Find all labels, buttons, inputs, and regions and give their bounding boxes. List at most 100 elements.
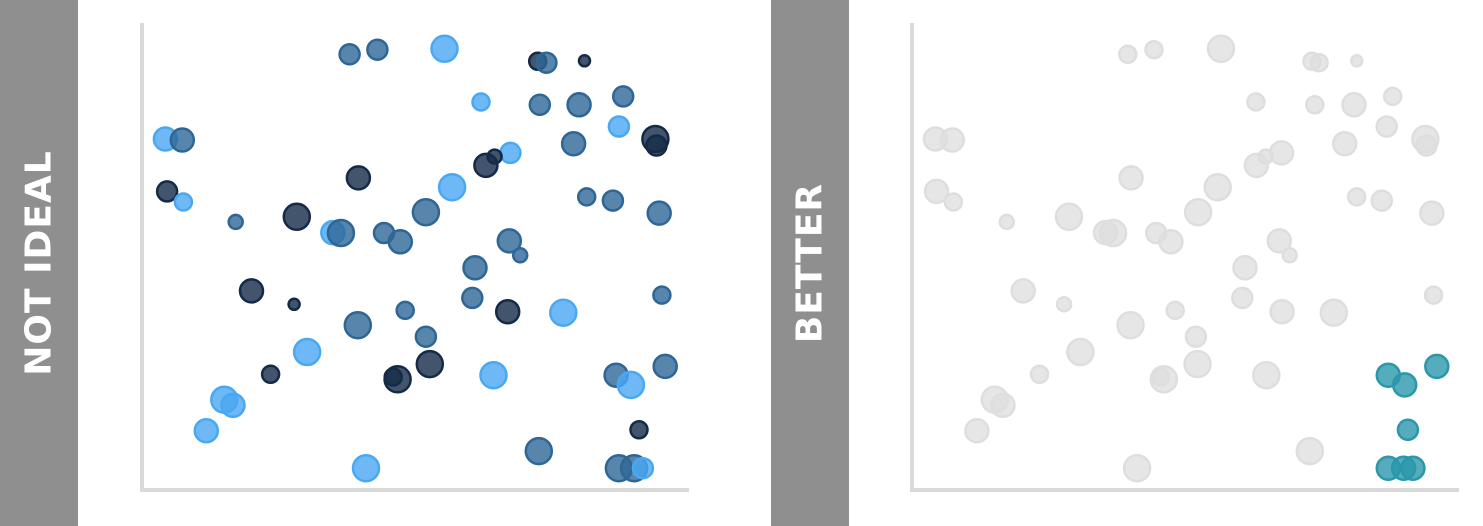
not-ideal-point-2 [430, 34, 459, 64]
not-ideal-point-1 [366, 38, 389, 61]
not-ideal-point-6 [471, 92, 491, 112]
better-point-25 [1419, 200, 1445, 226]
not-ideal-point-48 [260, 364, 281, 385]
better-point-15 [1331, 130, 1358, 157]
not-ideal-point-38 [287, 297, 301, 312]
better-point-53 [964, 417, 990, 444]
better-point-18 [1243, 152, 1270, 179]
better-point-41 [1319, 298, 1349, 327]
not-ideal-point-55 [220, 392, 246, 419]
not-ideal-point-30 [326, 218, 356, 248]
better-point-14 [1415, 134, 1438, 157]
better-point-34 [1281, 247, 1298, 264]
not-ideal-point-21 [155, 180, 179, 203]
not-ideal-point-16 [499, 141, 522, 165]
better-point-5 [1349, 54, 1364, 68]
better-point-50 [1252, 360, 1281, 390]
better-point-27 [998, 213, 1016, 231]
better-point-43 [1116, 310, 1145, 340]
better-point-7 [1305, 95, 1325, 115]
better-point-33 [1266, 228, 1293, 254]
better-point-45 [1066, 337, 1095, 367]
not-ideal-point-0 [338, 43, 361, 66]
not-ideal-point-25 [646, 200, 672, 226]
not-ideal-point-14 [645, 134, 668, 157]
better-point-58 [1391, 372, 1418, 398]
not-ideal-point-20 [437, 172, 467, 202]
better-point-54 [1295, 436, 1325, 466]
not-ideal-point-9 [611, 85, 635, 108]
not-ideal-point-34 [511, 247, 529, 264]
better-point-12 [1375, 115, 1398, 138]
not-ideal-point-27 [227, 213, 244, 231]
not-ideal-point-12 [607, 115, 631, 138]
not-ideal-point-39 [461, 286, 484, 310]
better-point-16 [1268, 140, 1295, 166]
not-ideal-point-47 [652, 353, 678, 380]
scatter-plot-not-ideal [140, 23, 689, 492]
better-point-26 [1183, 197, 1213, 227]
not-ideal-point-58 [524, 436, 554, 466]
better-point-40 [1269, 298, 1295, 325]
better-point-24 [1370, 189, 1394, 212]
not-ideal-point-43 [343, 310, 373, 340]
not-ideal-point-11 [169, 127, 196, 153]
better-point-0 [1118, 44, 1138, 65]
not-ideal-point-19 [345, 165, 372, 191]
not-ideal-point-35 [462, 255, 488, 281]
better-point-55 [1122, 453, 1152, 483]
not-ideal-point-23 [576, 187, 597, 207]
better-point-2 [1206, 34, 1236, 64]
better-point-39 [1231, 286, 1254, 310]
better-point-22 [943, 192, 964, 212]
not-ideal-point-24 [601, 189, 625, 212]
not-ideal-point-28 [282, 202, 312, 232]
not-ideal-point-32 [387, 229, 414, 255]
better-point-21 [923, 178, 950, 205]
not-ideal-point-41 [549, 298, 578, 327]
not-ideal-point-40 [494, 298, 521, 325]
better-point-19 [1118, 165, 1144, 191]
better-point-38 [1055, 296, 1073, 313]
better-point-49 [1149, 365, 1179, 394]
not-ideal-point-8 [566, 92, 592, 118]
label-bar-not-ideal: NOT IDEAL [0, 0, 78, 526]
not-ideal-point-57 [629, 420, 649, 440]
not-ideal-point-22 [173, 192, 194, 212]
better-point-57 [1424, 353, 1450, 380]
not-ideal-point-45 [292, 337, 322, 367]
scatter-plot-better [910, 23, 1459, 492]
better-point-32 [1158, 229, 1184, 255]
better-point-46 [1183, 349, 1212, 379]
label-bar-better: BETTER [771, 0, 849, 526]
not-ideal-point-62 [631, 456, 655, 480]
not-ideal-point-5 [577, 54, 592, 68]
better-point-4 [1309, 52, 1329, 73]
better-point-6 [1246, 92, 1266, 112]
better-point-44 [1184, 325, 1208, 348]
not-ideal-point-46 [415, 349, 445, 379]
better-point-37 [1010, 278, 1036, 304]
better-point-8 [1341, 92, 1367, 118]
better-point-11 [939, 127, 966, 153]
not-ideal-point-7 [528, 93, 552, 117]
better-point-1 [1144, 39, 1164, 60]
better-point-36 [1423, 285, 1444, 305]
not-ideal-point-44 [414, 325, 438, 348]
not-ideal-point-42 [395, 300, 415, 321]
better-point-30 [1098, 218, 1128, 248]
better-point-47 [1029, 364, 1050, 385]
not-ideal-point-36 [652, 285, 672, 305]
better-point-9 [1382, 86, 1403, 107]
not-ideal-point-4 [535, 51, 558, 74]
label-not-ideal: NOT IDEAL [18, 150, 60, 376]
better-point-59 [1396, 418, 1420, 442]
better-point-28 [1054, 202, 1084, 232]
not-ideal-point-18 [473, 152, 499, 179]
not-ideal-point-51 [479, 360, 508, 390]
not-ideal-point-50 [383, 365, 412, 394]
better-point-62 [1400, 455, 1426, 481]
not-ideal-point-33 [496, 228, 523, 254]
better-point-20 [1203, 172, 1232, 202]
not-ideal-point-59 [351, 453, 381, 483]
